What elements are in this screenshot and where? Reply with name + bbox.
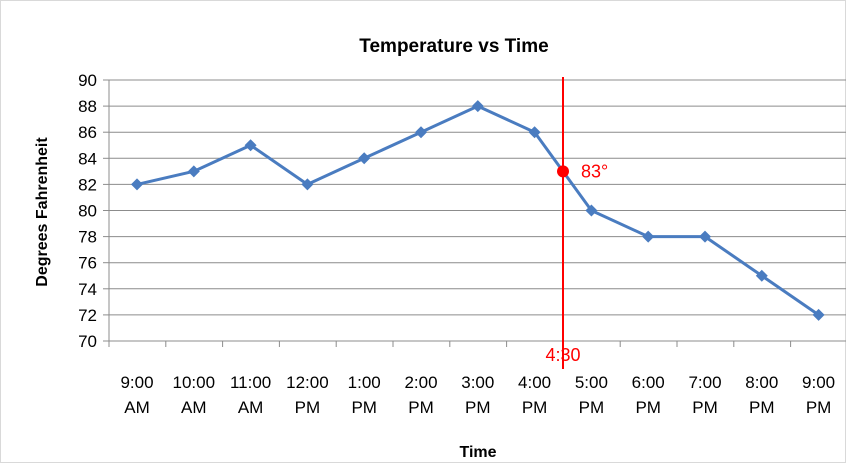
x-tick-label-1-0: 10:00 — [173, 373, 216, 392]
y-tick-labels: 70 72 74 76 78 80 82 84 86 88 90 — [78, 71, 97, 351]
data-point-7 — [528, 126, 541, 139]
x-tick-label-3-1: PM — [295, 398, 321, 417]
x-tick-label-11-0: 8:00 — [745, 373, 778, 392]
series-temperature — [131, 100, 825, 321]
y-tick-label-82: 82 — [78, 175, 97, 194]
x-tick-label-0-0: 9:00 — [120, 373, 153, 392]
x-tick-label-8-1: PM — [579, 398, 605, 417]
x-tick-label-4-0: 1:00 — [348, 373, 381, 392]
x-tick-label-10-1: PM — [692, 398, 718, 417]
x-axis-title: Time — [459, 444, 496, 461]
annotation-4-30: 83° 4:30 — [545, 77, 608, 369]
y-tick-label-88: 88 — [78, 97, 97, 116]
axes — [103, 79, 846, 347]
x-tick-label-11-1: PM — [749, 398, 775, 417]
data-point-9 — [642, 230, 655, 243]
y-tick-label-70: 70 — [78, 332, 97, 351]
data-point-0 — [131, 178, 143, 191]
x-tick-label-6-1: PM — [465, 398, 491, 417]
data-point-4 — [358, 152, 371, 165]
data-point-1 — [187, 165, 200, 178]
x-tick-label-9-1: PM — [635, 398, 661, 417]
annotation-point — [557, 165, 569, 178]
x-tick-label-7-1: PM — [522, 398, 548, 417]
x-tick-label-12-0: 9:00 — [802, 373, 835, 392]
x-tick-label-5-0: 2:00 — [404, 373, 437, 392]
data-point-3 — [301, 178, 314, 191]
y-tick-label-84: 84 — [78, 149, 97, 168]
data-point-2 — [244, 139, 257, 152]
y-axis-title: Degrees Fahrenheit — [34, 137, 51, 287]
x-tick-label-5-1: PM — [408, 398, 434, 417]
x-tick-labels: 9:00 AM 10:00 AM 11:00 AM 12:00 PM 1:00 PM 2:00 PM 3… — [120, 373, 835, 417]
x-tick-label-2-0: 11:00 — [230, 373, 271, 392]
y-tick-label-74: 74 — [78, 280, 97, 299]
x-tick-label-3-0: 12:00 — [286, 373, 329, 392]
y-tick-label-76: 76 — [78, 254, 97, 273]
y-tick-label-90: 90 — [78, 71, 97, 90]
data-point-8 — [585, 204, 598, 217]
data-point-12 — [812, 308, 825, 321]
data-point-6 — [471, 100, 484, 113]
data-point-11 — [755, 269, 768, 282]
y-tick-label-86: 86 — [78, 123, 97, 142]
x-tick-label-9-0: 6:00 — [632, 373, 665, 392]
data-point-5 — [415, 126, 427, 139]
x-tick-label-2-1: AM — [238, 398, 264, 417]
x-tick-label-0-1: AM — [124, 398, 150, 417]
chart-title: Temperature vs Time — [359, 36, 548, 57]
gridlines — [109, 79, 846, 316]
x-tick-label-4-1: PM — [351, 398, 377, 417]
x-tick-label-12-1: PM — [806, 398, 832, 417]
y-tick-label-78: 78 — [78, 228, 97, 247]
x-tick-label-8-0: 5:00 — [575, 373, 608, 392]
annotation-point-label: 83° — [581, 161, 608, 181]
y-tick-label-80: 80 — [78, 202, 97, 221]
data-point-10 — [699, 230, 711, 243]
y-tick-label-72: 72 — [78, 306, 97, 325]
annotation-x-label: 4:30 — [545, 345, 580, 365]
x-tick-label-7-0: 4:00 — [518, 373, 551, 392]
x-tick-label-1-1: AM — [181, 398, 207, 417]
x-tick-label-10-0: 7:00 — [688, 373, 721, 392]
x-tick-label-6-0: 3:00 — [461, 373, 494, 392]
